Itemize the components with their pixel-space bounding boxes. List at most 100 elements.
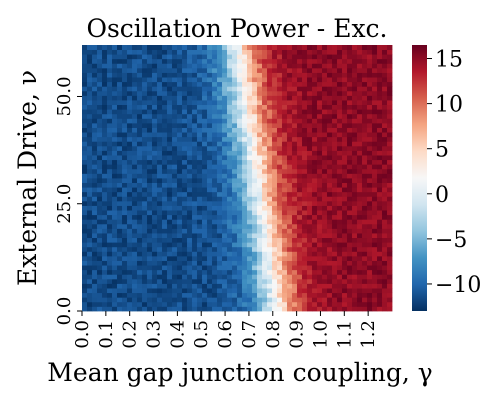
heatmap-cell bbox=[247, 77, 253, 83]
heatmap-cell bbox=[277, 58, 283, 64]
heatmap-cell bbox=[137, 49, 143, 55]
heatmap-cell bbox=[287, 292, 293, 298]
heatmap-cell bbox=[252, 200, 258, 206]
heatmap-cell bbox=[322, 127, 328, 133]
heatmap-cell bbox=[142, 283, 148, 289]
heatmap-cell bbox=[217, 145, 223, 151]
heatmap-cell bbox=[97, 182, 103, 188]
heatmap-cell bbox=[362, 104, 368, 110]
heatmap-cell bbox=[127, 136, 133, 142]
heatmap-cell bbox=[382, 141, 388, 147]
heatmap-cell bbox=[112, 95, 118, 101]
heatmap-cell bbox=[87, 255, 93, 261]
heatmap-cell bbox=[347, 118, 353, 124]
heatmap-cell bbox=[137, 214, 143, 220]
heatmap-cell bbox=[317, 72, 323, 78]
heatmap-cell bbox=[102, 182, 108, 188]
heatmap-cell bbox=[217, 109, 223, 115]
heatmap-cell bbox=[202, 132, 208, 138]
heatmap-cell bbox=[382, 288, 388, 294]
heatmap-cell bbox=[147, 49, 153, 55]
heatmap-cell bbox=[332, 168, 338, 174]
heatmap-cell bbox=[162, 228, 168, 234]
heatmap-cell bbox=[252, 86, 258, 92]
heatmap-cell bbox=[277, 86, 283, 92]
heatmap-cell bbox=[212, 109, 218, 115]
heatmap-cell bbox=[262, 269, 268, 275]
heatmap-cell bbox=[267, 104, 273, 110]
heatmap-cell bbox=[87, 292, 93, 298]
heatmap-cell bbox=[197, 155, 203, 161]
heatmap-cell bbox=[347, 155, 353, 161]
heatmap-cell bbox=[357, 274, 363, 280]
heatmap-cell bbox=[102, 214, 108, 220]
heatmap-cell bbox=[357, 214, 363, 220]
heatmap-cell bbox=[252, 145, 258, 151]
heatmap-cell bbox=[372, 187, 378, 193]
heatmap-cell bbox=[102, 223, 108, 229]
heatmap-cell bbox=[122, 173, 128, 179]
heatmap-cell bbox=[102, 132, 108, 138]
heatmap-cell bbox=[182, 164, 188, 170]
heatmap-cell bbox=[97, 301, 103, 307]
heatmap-cell bbox=[347, 72, 353, 78]
heatmap-cell bbox=[212, 228, 218, 234]
heatmap-cell bbox=[207, 301, 213, 307]
heatmap-cell bbox=[267, 95, 273, 101]
heatmap-cell bbox=[322, 223, 328, 229]
heatmap-cell bbox=[222, 260, 228, 266]
heatmap-cell bbox=[322, 269, 328, 275]
x-tick-label: 0.6 bbox=[215, 320, 236, 349]
heatmap-cell bbox=[147, 182, 153, 188]
heatmap-cell bbox=[347, 278, 353, 284]
heatmap-cell bbox=[152, 255, 158, 261]
heatmap-cell bbox=[182, 127, 188, 133]
heatmap-cell bbox=[252, 72, 258, 78]
heatmap-cell bbox=[107, 168, 113, 174]
heatmap-cell bbox=[177, 274, 183, 280]
heatmap-cell bbox=[272, 86, 278, 92]
heatmap-cell bbox=[352, 301, 358, 307]
heatmap-cell bbox=[237, 72, 243, 78]
heatmap-cell bbox=[352, 104, 358, 110]
heatmap-cell bbox=[182, 292, 188, 298]
heatmap-cell bbox=[357, 265, 363, 271]
heatmap-cell bbox=[112, 90, 118, 96]
heatmap-cell bbox=[107, 122, 113, 128]
heatmap-cell bbox=[182, 301, 188, 307]
heatmap-cell bbox=[262, 118, 268, 124]
heatmap-cell bbox=[137, 168, 143, 174]
heatmap-cell bbox=[347, 122, 353, 128]
heatmap-cell bbox=[202, 141, 208, 147]
heatmap-cell bbox=[182, 255, 188, 261]
heatmap-cell bbox=[122, 155, 128, 161]
heatmap-cell bbox=[87, 81, 93, 87]
heatmap-cell bbox=[352, 100, 358, 106]
heatmap-cell bbox=[367, 58, 373, 64]
heatmap-cell bbox=[317, 90, 323, 96]
heatmap-cell bbox=[167, 205, 173, 211]
heatmap-cell bbox=[377, 58, 383, 64]
heatmap-cell bbox=[227, 210, 233, 216]
heatmap-cell bbox=[367, 127, 373, 133]
heatmap-cell bbox=[282, 223, 288, 229]
heatmap-cell bbox=[227, 301, 233, 307]
heatmap-cell bbox=[137, 269, 143, 275]
heatmap-cell bbox=[172, 228, 178, 234]
heatmap-cell bbox=[92, 118, 98, 124]
heatmap-cell bbox=[97, 265, 103, 271]
heatmap-cell bbox=[152, 86, 158, 92]
heatmap-cell bbox=[317, 306, 323, 312]
heatmap-cell bbox=[102, 251, 108, 257]
heatmap-cell bbox=[167, 255, 173, 261]
heatmap-cell bbox=[107, 63, 113, 69]
heatmap-cell bbox=[202, 274, 208, 280]
heatmap-cell bbox=[317, 269, 323, 275]
heatmap-cell bbox=[247, 200, 253, 206]
heatmap-cell bbox=[182, 95, 188, 101]
heatmap-cell bbox=[217, 81, 223, 87]
heatmap-cell bbox=[207, 58, 213, 64]
heatmap-cell bbox=[167, 49, 173, 55]
heatmap-cell bbox=[212, 113, 218, 119]
heatmap-cell bbox=[147, 265, 153, 271]
